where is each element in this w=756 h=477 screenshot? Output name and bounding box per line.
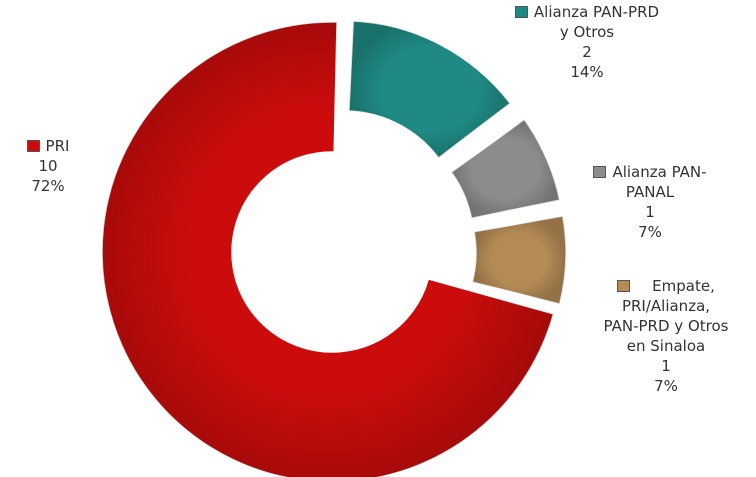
legend-swatch-alianza-pan-prd [514,6,528,18]
slice-name-empate-line4: en Sinaloa [626,337,706,355]
slice-value-alianza-pan-panal: 1 [645,203,655,221]
slice-label-alianza-pan-panal: Alianza PAN- PANAL 1 7% [580,162,720,242]
slice-label-alianza-pan-prd: Alianza PAN-PRD y Otros 2 14% [492,2,682,82]
slice-name-alianza-pan-panal-line2: PANAL [625,183,675,201]
slice-name-pri: PRI [45,137,70,155]
legend-swatch-alianza-pan-panal [593,166,607,178]
donut-slice-shading [348,20,511,158]
slice-percent-pri: 72% [31,177,65,195]
slice-label-pri: PRI 10 72% [8,136,88,196]
slice-name-alianza-pan-prd-line1: Alianza PAN-PRD [533,3,660,21]
donut-slice-shading [451,119,560,219]
slice-name-empate-line1: Empate, [652,277,715,295]
slice-name-alianza-pan-prd-line2: y Otros [559,23,615,41]
donut-slice-shading [472,215,566,305]
slice-percent-empate: 7% [654,377,678,395]
slice-name-empate-line2: PRI/Alianza, [621,297,711,315]
slice-label-empate: Empate, PRI/Alianza, PAN-PRD y Otros en … [576,276,756,396]
slice-percent-alianza-pan-panal: 7% [638,223,662,241]
slice-value-pri: 10 [38,157,58,175]
slice-percent-alianza-pan-prd: 14% [570,63,604,81]
slice-value-alianza-pan-prd: 2 [582,43,592,61]
slice-value-empate: 1 [661,357,671,375]
legend-swatch-empate [617,280,631,292]
donut-slice-shading [102,22,554,477]
slice-name-alianza-pan-panal-line1: Alianza PAN- [612,163,707,181]
legend-swatch-pri [26,140,40,152]
slice-name-empate-line3: PAN-PRD y Otros [603,317,729,335]
